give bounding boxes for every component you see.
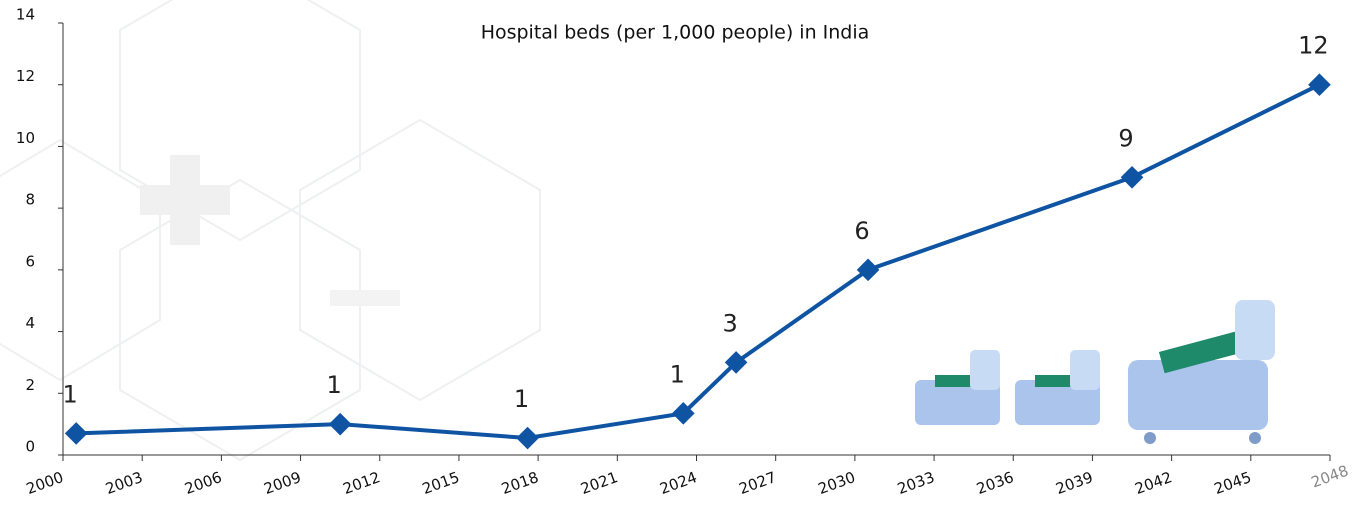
value-label: 6 (854, 217, 869, 245)
background-decoration (0, 0, 540, 460)
x-tick-label: 2042 (1132, 468, 1174, 498)
value-label: 1 (670, 360, 685, 388)
x-tick-label: 2009 (261, 468, 303, 498)
value-label: 3 (722, 309, 737, 337)
x-tick-label: 2000 (24, 468, 66, 498)
x-tick-label: 2030 (816, 468, 858, 498)
y-tick-label: 4 (25, 314, 35, 332)
value-label: 9 (1118, 124, 1133, 152)
chart-title: Hospital beds (per 1,000 people) in Indi… (481, 22, 870, 44)
x-tick-label: 2012 (341, 468, 383, 498)
x-tick-label: 2027 (737, 468, 779, 498)
point (65, 422, 88, 445)
y-tick-label: 6 (25, 252, 35, 270)
value-label: 1 (63, 380, 78, 408)
y-tick-label: 14 (16, 6, 35, 24)
x-tick-label: 2003 (103, 468, 145, 498)
y-tick-label: 8 (25, 191, 35, 209)
x-tick-label: 2024 (657, 468, 699, 498)
x-tick-label: 2048 (1309, 462, 1351, 492)
x-tick-label: 2015 (420, 468, 462, 498)
x-tick-label: 2018 (499, 468, 541, 498)
y-tick-label: 12 (16, 67, 35, 85)
x-tick-label: 2045 (1212, 468, 1254, 498)
point (329, 413, 352, 436)
x-tick-label: 2036 (974, 468, 1016, 498)
y-tick-label: 2 (25, 376, 35, 394)
chart: Hospital beds (per 1,000 people) in Indi… (0, 0, 1358, 519)
value-label: 1 (327, 371, 342, 399)
point (516, 427, 539, 450)
value-label: 12 (1298, 32, 1329, 60)
x-tick-label: 2039 (1053, 468, 1095, 498)
y-tick-label: 10 (16, 129, 35, 147)
point (1121, 166, 1144, 189)
y-tick-label: 0 (25, 438, 35, 456)
x-tick-label: 2021 (578, 468, 620, 498)
value-label: 1 (514, 385, 529, 413)
point (1308, 73, 1331, 96)
x-tick-label: 2033 (895, 468, 937, 498)
bed-illustration (915, 300, 1275, 444)
x-tick-label: 2006 (182, 468, 224, 498)
